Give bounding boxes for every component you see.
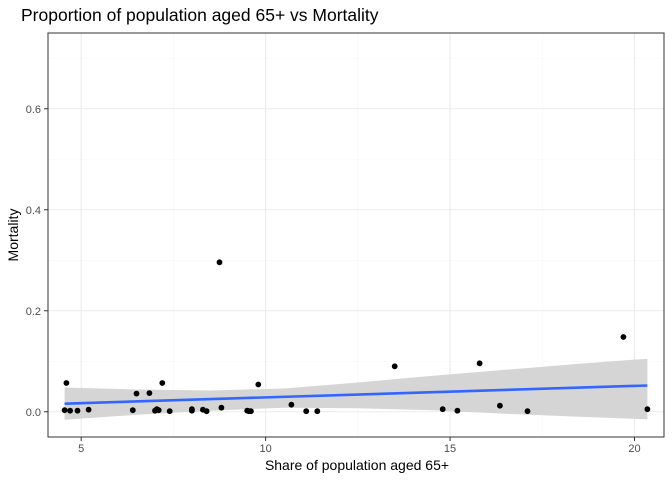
data-point xyxy=(218,404,225,411)
x-tick-label: 20 xyxy=(628,443,640,455)
x-tick-label: 10 xyxy=(260,443,272,455)
data-point xyxy=(129,407,136,414)
x-tick-label: 15 xyxy=(444,443,456,455)
data-point xyxy=(189,406,195,413)
y-axis-title: Mortality xyxy=(5,209,21,262)
data-point xyxy=(155,407,162,414)
data-point xyxy=(61,407,68,414)
y-tick-label: 0.6 xyxy=(26,104,41,116)
data-point xyxy=(391,363,398,370)
x-axis-title: Share of population aged 65+ xyxy=(265,457,449,473)
data-point xyxy=(146,390,153,396)
trend-line xyxy=(64,384,648,405)
data-point xyxy=(67,407,73,414)
data-point xyxy=(476,360,483,367)
data-point xyxy=(248,408,254,415)
data-point xyxy=(85,406,92,413)
data-point xyxy=(63,380,70,386)
data-point xyxy=(288,401,295,408)
minor-gridlines xyxy=(48,33,664,437)
data-point xyxy=(203,408,210,415)
data-point xyxy=(620,334,627,340)
trend-line-group xyxy=(64,384,648,405)
y-tick-label: 0.0 xyxy=(26,407,41,419)
data-point xyxy=(314,408,321,415)
x-tick-label: 5 xyxy=(78,443,84,455)
y-tick-label: 0.4 xyxy=(26,205,41,217)
panel-border xyxy=(47,32,665,438)
y-axis-ticks: 0.0 0.2 0.4 0.6 xyxy=(26,104,48,419)
data-point xyxy=(159,380,166,386)
data-point xyxy=(524,408,531,415)
y-tick-label: 0.2 xyxy=(26,306,41,318)
chart-title: Proportion of population aged 65+ vs Mor… xyxy=(21,5,379,25)
data-points xyxy=(61,259,651,415)
data-point xyxy=(74,407,81,414)
data-point xyxy=(255,381,262,388)
data-point xyxy=(216,259,223,266)
data-point xyxy=(454,407,461,414)
data-point xyxy=(644,406,651,413)
data-point xyxy=(497,402,503,409)
x-axis-ticks: 5 10 15 20 xyxy=(78,437,641,455)
data-point xyxy=(439,406,446,413)
data-point xyxy=(166,408,173,415)
data-point xyxy=(303,408,310,415)
data-point xyxy=(133,390,140,397)
